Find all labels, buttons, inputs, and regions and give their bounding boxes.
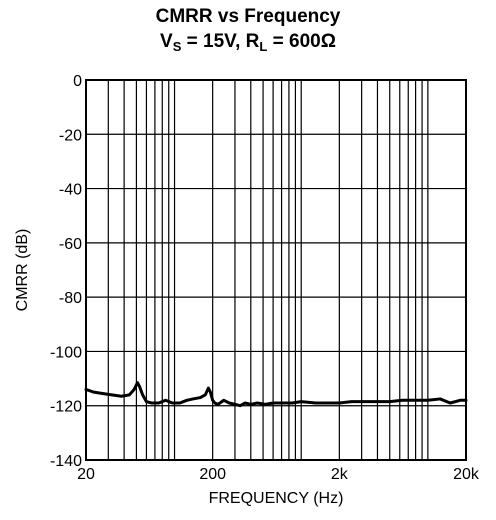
- y-axis-label: CMRR (dB): [14, 229, 31, 312]
- y-tick-label: -140: [50, 453, 82, 470]
- y-axis-tick-labels: 0 -20 -40 -60 -80 -100 -120 -140: [50, 73, 82, 470]
- y-tick-label: -100: [50, 344, 82, 361]
- x-axis-label: FREQUENCY (Hz): [209, 490, 344, 507]
- x-tick-label: 20: [77, 466, 95, 483]
- vs-value: = 15V,: [181, 31, 246, 52]
- chart-subtitle: VS = 15V, RL = 600Ω: [0, 31, 496, 53]
- x-tick-label: 20k: [453, 466, 480, 483]
- rl-subscript: L: [259, 39, 268, 54]
- y-tick-label: -60: [59, 236, 82, 253]
- y-tick-label: -120: [50, 399, 82, 416]
- rl-symbol: R: [245, 31, 260, 52]
- y-tick-label: -40: [59, 182, 82, 199]
- cmrr-series-line: [84, 381, 468, 408]
- y-tick-label: 0: [73, 73, 82, 90]
- vs-subscript: S: [172, 39, 182, 54]
- chart-title: CMRR vs Frequency: [155, 6, 341, 27]
- x-axis-tick-labels: 20 200 2k 20k: [77, 466, 480, 483]
- y-tick-label: -80: [59, 290, 82, 307]
- x-tick-label: 200: [199, 466, 226, 483]
- rl-value: = 600Ω: [267, 31, 336, 52]
- vs-symbol: V: [160, 31, 173, 52]
- y-tick-label: -20: [59, 127, 82, 144]
- plot-frame: [85, 79, 467, 461]
- grid-lines: [86, 80, 466, 460]
- x-tick-label: 2k: [331, 466, 349, 483]
